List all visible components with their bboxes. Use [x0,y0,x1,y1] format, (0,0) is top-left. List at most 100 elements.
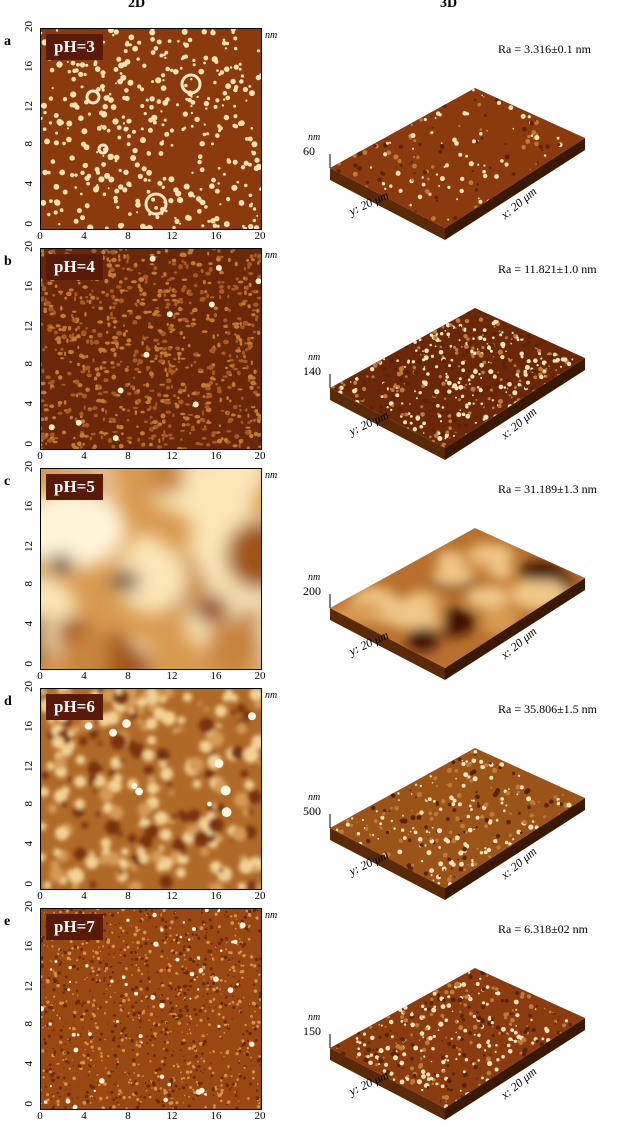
y-tick-label: 8 [23,141,35,147]
x-tick-label: 20 [254,450,266,462]
afm-2d-image: pH=6 [40,688,262,890]
x-tick-label: 4 [81,670,87,682]
y-tick-label: 12 [23,321,35,332]
x-tick-label: 16 [210,890,222,902]
z-unit-label: nm [308,1012,321,1023]
y-tick-label: 20 [23,241,35,252]
z-unit-label: nm [308,572,321,583]
panel-row-a: a 0 4 8 12 16 20 pH=3 0 4 8 12 16 20 nm Ra = 3.316±0.1… [0,21,625,248]
x-tick-label: 20 [254,890,266,902]
y-tick-label: 8 [23,1021,35,1027]
x-tick-label: 8 [125,890,131,902]
z-scale-value: 200 [303,584,321,598]
y-tick-label: 16 [23,501,35,512]
y-tick-label: 4 [23,621,35,627]
unit-label: nm [265,30,278,41]
z-scale-value: 140 [303,364,321,378]
x-tick-label: 8 [125,450,131,462]
y-tick-label: 20 [23,461,35,472]
ph-label: pH=5 [46,474,103,500]
y-tick-label: 8 [23,801,35,807]
panel-letter: a [4,34,11,49]
panel-row-d: d 0 4 8 12 16 20 pH=6 0 4 8 12 16 20 nm Ra = 35.806±1.… [0,681,625,908]
roughness-value: Ra = 31.189±1.3 nm [498,482,598,496]
z-scale-value: 150 [303,1024,321,1038]
x-tick-label: 4 [81,1110,87,1122]
x-tick-label: 12 [166,670,178,682]
header-3d: 3D [440,0,458,11]
y-tick-label: 12 [23,101,35,112]
panel-letter: d [4,694,12,709]
panel-letter: b [4,254,12,269]
unit-label: nm [265,250,278,261]
ph-label: pH=4 [46,254,103,280]
x-tick-label: 4 [81,890,87,902]
ph-label: pH=3 [46,34,103,60]
x-tick-label: 16 [210,670,222,682]
afm-2d-image: pH=5 [40,468,262,670]
afm-2d-image: pH=3 [40,28,262,230]
x-tick-label: 4 [81,230,87,242]
header-2d: 2D [128,0,146,11]
afm-3d-surface [300,488,610,693]
afm-2d-image: pH=7 [40,908,262,1110]
x-tick-label: 0 [37,1110,43,1122]
x-tick-label: 16 [210,1110,222,1122]
ph-label: pH=7 [46,914,103,940]
panel-letter: e [4,914,11,929]
x-tick-label: 8 [125,670,131,682]
roughness-value: Ra = 6.318±02 nm [498,922,589,936]
z-unit-label: nm [308,792,321,803]
x-tick-label: 8 [125,230,131,242]
ph-label: pH=6 [46,694,103,720]
y-tick-label: 16 [23,61,35,72]
x-tick-label: 20 [254,1110,266,1122]
panel-row-b: b 0 4 8 12 16 20 pH=4 0 4 8 12 16 20 nm Ra = 11.821±1.… [0,241,625,468]
roughness-value: Ra = 11.821±1.0 nm [498,262,597,276]
y-tick-label: 12 [23,761,35,772]
x-tick-label: 16 [210,450,222,462]
y-tick-label: 20 [23,901,35,912]
x-tick-label: 0 [37,230,43,242]
y-tick-label: 20 [23,681,35,692]
y-tick-label: 4 [23,401,35,407]
roughness-value: Ra = 3.316±0.1 nm [498,42,592,56]
panel-letter: c [4,474,11,489]
y-tick-label: 4 [23,841,35,847]
panel-row-c: c 0 4 8 12 16 20 pH=5 0 4 8 12 16 20 nm Ra = 31.189±1.… [0,461,625,688]
afm-3d-surface [300,928,610,1133]
x-tick-label: 12 [166,1110,178,1122]
y-tick-label: 8 [23,361,35,367]
x-tick-label: 0 [37,890,43,902]
z-unit-label: nm [308,132,321,143]
roughness-value: Ra = 35.806±1.5 nm [498,702,598,716]
y-tick-label: 4 [23,181,35,187]
afm-3d-surface [300,708,610,913]
y-tick-label: 16 [23,281,35,292]
z-scale-value: 500 [303,804,321,818]
y-tick-label: 16 [23,941,35,952]
afm-3d-surface [300,48,610,253]
unit-label: nm [265,910,278,921]
x-tick-label: 20 [254,230,266,242]
x-tick-label: 8 [125,1110,131,1122]
y-tick-label: 12 [23,541,35,552]
y-tick-label: 16 [23,721,35,732]
afm-2d-image: pH=4 [40,248,262,450]
x-tick-label: 12 [166,230,178,242]
unit-label: nm [265,690,278,701]
x-tick-label: 0 [37,450,43,462]
x-tick-label: 12 [166,890,178,902]
x-tick-label: 16 [210,230,222,242]
y-tick-label: 4 [23,1061,35,1067]
x-tick-label: 20 [254,670,266,682]
afm-3d-surface [300,268,610,473]
panel-row-e: e 0 4 8 12 16 20 pH=7 0 4 8 12 16 20 nm Ra = 6.318±02 … [0,901,625,1128]
y-tick-label: 20 [23,21,35,32]
x-tick-label: 0 [37,670,43,682]
z-scale-value: 60 [303,144,315,158]
unit-label: nm [265,470,278,481]
z-unit-label: nm [308,352,321,363]
x-tick-label: 12 [166,450,178,462]
x-tick-label: 4 [81,450,87,462]
